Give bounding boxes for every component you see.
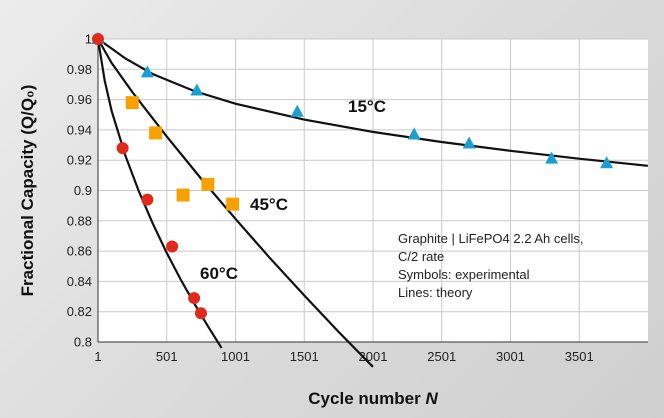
y-tick-label: 0.84 <box>67 274 92 289</box>
data-point-triangle <box>190 83 204 96</box>
data-point-square <box>176 188 190 202</box>
annotation-line: C/2 rate <box>398 249 444 264</box>
annotation-line: Lines: theory <box>398 285 473 300</box>
x-tick-label: 3001 <box>496 349 525 364</box>
y-tick-label: 0.82 <box>67 304 92 319</box>
data-point-circle <box>141 193 154 206</box>
series-label-15c: 15°C <box>348 97 386 116</box>
series-label-60c: 60°C <box>200 264 238 283</box>
y-axis-title: Fractional Capacity (Q/Q₀) <box>18 85 37 297</box>
series-label-45c: 45°C <box>250 195 288 214</box>
y-tick-label: 0.86 <box>67 244 92 259</box>
x-tick-label: 3501 <box>565 349 594 364</box>
data-point-circle <box>188 292 201 305</box>
y-tick-label: 1 <box>85 32 92 47</box>
y-tick-label: 0.88 <box>67 213 92 228</box>
x-axis-title: Cycle number N <box>308 389 438 408</box>
data-point-square <box>149 126 163 140</box>
y-tick-label: 0.96 <box>67 92 92 107</box>
data-point-circle <box>92 33 104 45</box>
y-tick-label: 0.9 <box>74 183 92 198</box>
x-axis-variable: N <box>425 389 438 408</box>
data-point-triangle <box>462 136 476 149</box>
annotation-line: Symbols: experimental <box>398 267 530 282</box>
x-tick-label: 1501 <box>290 349 319 364</box>
x-tick-label: 2501 <box>427 349 456 364</box>
x-axis-title-text: Cycle number <box>308 389 425 408</box>
series-circle-markers <box>92 33 207 320</box>
data-point-circle <box>166 240 179 253</box>
y-tick-label: 0.98 <box>67 62 92 77</box>
x-tick-label: 1001 <box>221 349 250 364</box>
theory-line-15c <box>97 38 649 167</box>
data-point-square <box>201 177 215 191</box>
data-point-triangle <box>545 151 559 164</box>
annotation-note: Graphite | LiFePO4 2.2 Ah cells, C/2 rate… <box>398 231 583 300</box>
x-tick-label: 501 <box>156 349 178 364</box>
data-point-square <box>226 197 240 211</box>
data-point-circle <box>194 307 207 320</box>
data-point-square <box>125 96 139 110</box>
data-point-circle <box>116 142 129 155</box>
data-point-triangle <box>407 127 421 140</box>
x-tick-label: 1 <box>94 349 101 364</box>
theory-line-45c <box>97 38 374 368</box>
y-tick-label: 0.92 <box>67 153 92 168</box>
data-point-triangle <box>140 65 154 78</box>
data-point-triangle <box>600 156 614 169</box>
data-point-triangle <box>290 104 304 117</box>
y-tick-label: 0.8 <box>74 335 92 350</box>
series-square-markers <box>125 96 240 211</box>
annotation-line: Graphite | LiFePO4 2.2 Ah cells, <box>398 231 583 246</box>
y-tick-label: 0.94 <box>67 122 92 137</box>
